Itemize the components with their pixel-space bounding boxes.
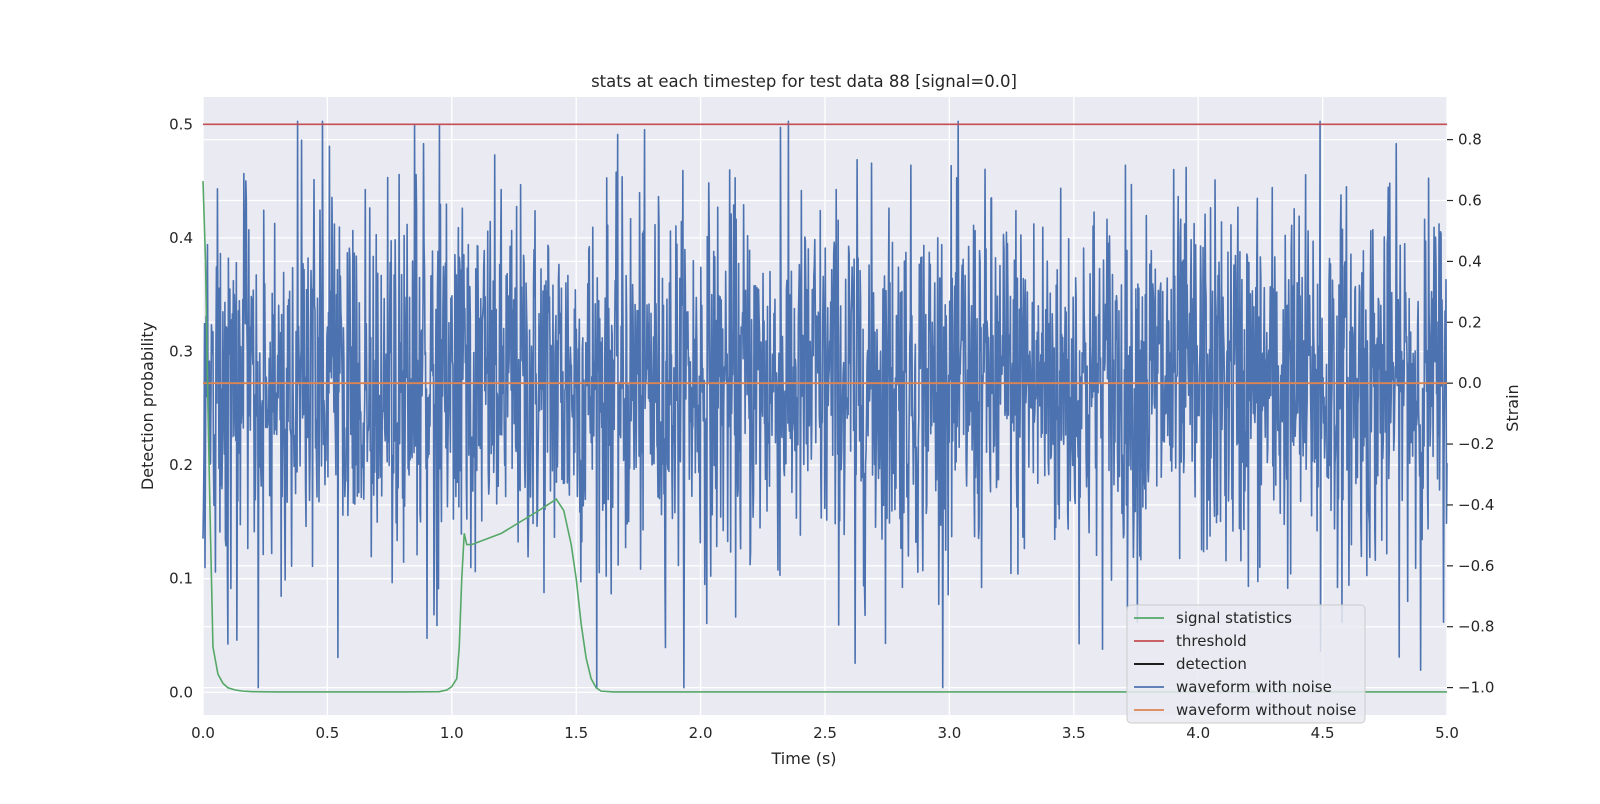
- x-tick-label: 1.5: [564, 724, 588, 742]
- x-tick-label: 4.5: [1311, 724, 1335, 742]
- y2-tick-label: 0.4: [1458, 252, 1482, 270]
- legend-label: waveform without noise: [1176, 701, 1356, 719]
- x-tick-label: 2.5: [813, 724, 837, 742]
- x-tick-label: 1.0: [440, 724, 464, 742]
- y-tick-label: 0.0: [169, 683, 193, 701]
- chart-title: stats at each timestep for test data 88 …: [591, 72, 1017, 91]
- legend-label: detection: [1176, 655, 1247, 673]
- y2-tick-label: −0.6: [1458, 557, 1494, 575]
- x-tick-label: 0.5: [315, 724, 339, 742]
- legend-box: [1126, 604, 1366, 724]
- y2-tick-label: −0.8: [1458, 618, 1494, 636]
- x-tick-label: 3.0: [937, 724, 961, 742]
- legend-entry-threshold: threshold: [1134, 632, 1247, 650]
- y2-tick-label: −0.4: [1458, 496, 1494, 514]
- y-axis-label: Detection probability: [138, 322, 157, 490]
- x-axis-label: Time (s): [770, 749, 836, 768]
- x-tick-label: 0.0: [191, 724, 215, 742]
- y2-tick-label: 0.6: [1458, 192, 1482, 210]
- y2-tick-label: 0.2: [1458, 313, 1482, 331]
- y2-axis-label: Strain: [1503, 384, 1522, 431]
- x-tick-label: 3.5: [1062, 724, 1086, 742]
- series-layer: [202, 120, 1448, 693]
- y-tick-label: 0.1: [169, 570, 193, 588]
- legend-label: waveform with noise: [1176, 678, 1332, 696]
- y-tick-label: 0.2: [169, 456, 193, 474]
- series-waveform-with-noise: [202, 120, 1448, 689]
- legend-label: threshold: [1176, 632, 1247, 650]
- legend-entry-waveform-with-noise: waveform with noise: [1134, 678, 1332, 696]
- legend-entry-signal-statistics: signal statistics: [1134, 609, 1292, 627]
- y-tick-label: 0.4: [169, 229, 193, 247]
- tick-layer: 0.0 0.5 1.0 1.5 2.0 2.5 3.0 3.5 4.0 4.5 5.0 0.0 0.1 0…: [169, 115, 1494, 742]
- series-signal-statistics: [202, 181, 1447, 693]
- y2-tick-label: −1.0: [1458, 679, 1494, 697]
- y2-tick-label: 0.0: [1458, 374, 1482, 392]
- y2-tick-label: −0.2: [1458, 435, 1494, 453]
- y-tick-label: 0.3: [169, 342, 193, 360]
- x-tick-label: 2.0: [689, 724, 713, 742]
- y2-tick-label: 0.8: [1458, 131, 1482, 149]
- legend-entry-waveform-without-noise: waveform without noise: [1134, 701, 1356, 719]
- legend-entry-detection: detection: [1134, 655, 1247, 673]
- x-tick-label: 4.0: [1186, 724, 1210, 742]
- legend-label: signal statistics: [1176, 609, 1292, 627]
- y-tick-label: 0.5: [169, 115, 193, 133]
- legend: signal statistics threshold detection wa…: [1126, 604, 1366, 724]
- x-tick-label: 5.0: [1435, 724, 1459, 742]
